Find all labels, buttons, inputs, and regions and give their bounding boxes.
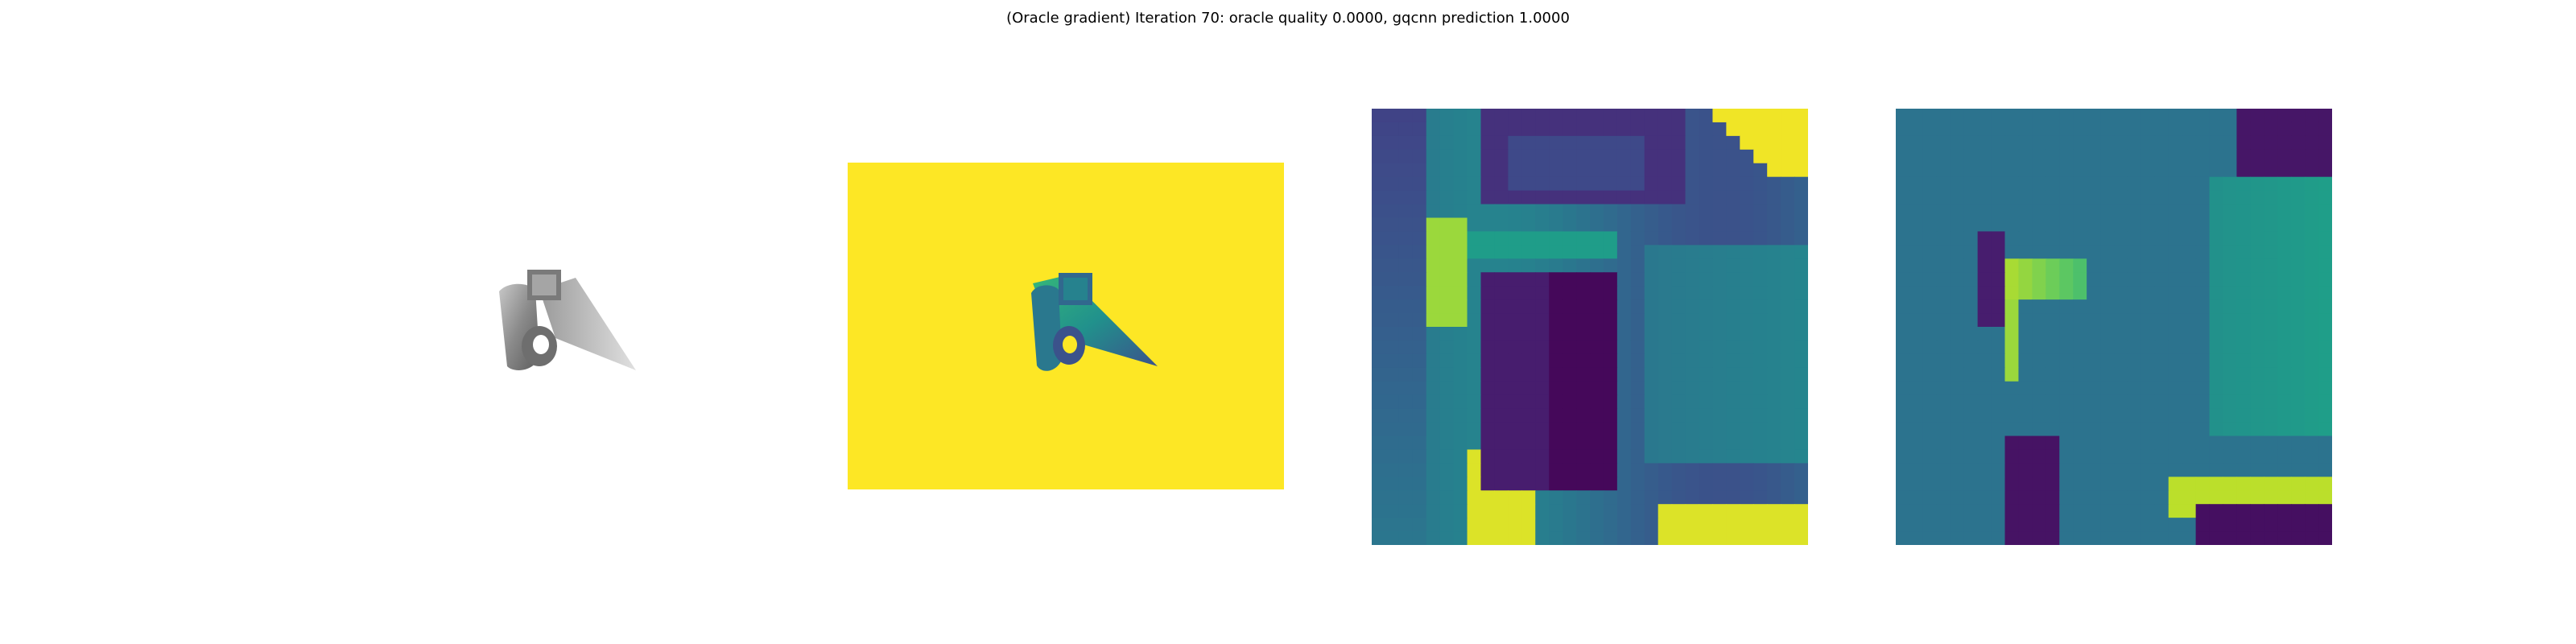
render-panel	[451, 242, 668, 402]
depth-panel	[848, 163, 1284, 489]
heatmap-b-panel	[1896, 109, 2332, 545]
heatmap-b	[1896, 109, 2332, 545]
object-render	[499, 270, 636, 370]
heatmap-a-panel	[1372, 109, 1808, 545]
figure-title: (Oracle gradient) Iteration 70: oracle q…	[1006, 10, 1570, 27]
heatmap-a	[1372, 109, 1808, 545]
depth-image	[848, 163, 1284, 489]
